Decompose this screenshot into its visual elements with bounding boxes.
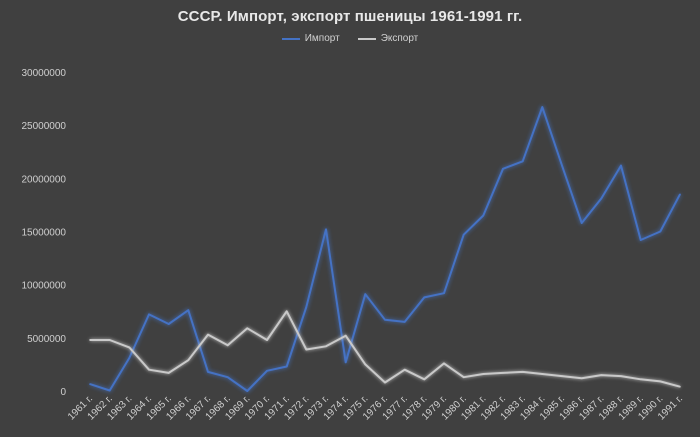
legend: Импорт Экспорт xyxy=(0,33,700,44)
data-point-import xyxy=(639,239,642,241)
series-line-export xyxy=(90,310,681,388)
data-point-import xyxy=(462,233,465,236)
series-line-import xyxy=(89,106,681,392)
data-point-export xyxy=(580,377,583,380)
y-tick-label: 25000000 xyxy=(22,121,67,132)
y-tick-label: 30000000 xyxy=(22,68,67,79)
data-point-import xyxy=(128,357,131,359)
data-point-import xyxy=(423,296,426,299)
data-point-export xyxy=(541,373,544,375)
data-point-import xyxy=(89,383,91,385)
data-point-export xyxy=(462,376,465,378)
data-point-export xyxy=(384,381,386,384)
data-point-export xyxy=(561,375,563,377)
data-point-export xyxy=(521,371,524,373)
data-point-import xyxy=(403,321,406,323)
data-point-import xyxy=(620,164,622,167)
data-point-import xyxy=(305,306,308,308)
y-tick-label: 5000000 xyxy=(27,334,66,345)
data-point-import xyxy=(187,309,190,311)
data-point-import xyxy=(561,164,563,167)
data-point-export xyxy=(659,380,662,383)
data-point-export xyxy=(325,345,327,348)
data-point-export xyxy=(148,368,150,371)
legend-swatch-export xyxy=(357,37,376,40)
data-point-import xyxy=(344,361,347,364)
data-point-import xyxy=(502,167,504,170)
data-point-import xyxy=(443,292,445,294)
data-point-export xyxy=(128,346,131,349)
data-point-export xyxy=(620,375,622,377)
data-point-export xyxy=(285,310,288,313)
data-point-import xyxy=(266,369,268,372)
data-point-export xyxy=(108,339,111,341)
data-point-export xyxy=(482,373,485,375)
data-point-import xyxy=(659,230,662,233)
data-point-export xyxy=(226,344,229,347)
data-point-export xyxy=(207,333,209,336)
data-point-export xyxy=(167,372,170,374)
chart-title: СССР. Импорт, экспорт пшеницы 1961-1991 … xyxy=(177,8,523,25)
data-point-import xyxy=(541,106,544,108)
data-point-import xyxy=(108,389,111,392)
y-tick-label: 10000000 xyxy=(22,281,67,292)
y-tick-label: 0 xyxy=(60,387,66,398)
data-point-export xyxy=(246,327,249,330)
y-tick-label: 20000000 xyxy=(22,174,67,185)
data-point-export xyxy=(403,368,406,371)
data-point-import xyxy=(325,228,327,231)
data-point-import xyxy=(521,160,524,163)
data-point-import xyxy=(364,293,367,296)
legend-swatch-import xyxy=(281,37,300,40)
data-point-export xyxy=(364,363,367,366)
data-point-import xyxy=(167,323,170,325)
legend-item-export: Экспорт xyxy=(357,33,419,44)
legend-item-import: Импорт xyxy=(281,33,340,44)
data-point-export xyxy=(423,378,426,381)
data-point-import xyxy=(246,390,249,392)
data-point-export xyxy=(639,378,642,381)
data-point-export xyxy=(443,362,445,365)
data-point-export xyxy=(502,372,504,374)
data-point-export xyxy=(89,339,91,341)
legend-label-import: Импорт xyxy=(304,33,340,44)
data-point-export xyxy=(600,374,603,376)
data-point-export xyxy=(679,385,681,388)
data-point-import xyxy=(482,214,485,217)
data-point-import xyxy=(384,318,386,321)
data-point-import xyxy=(207,371,209,373)
data-point-import xyxy=(600,197,603,200)
data-point-export xyxy=(305,348,308,351)
data-point-export xyxy=(344,334,347,337)
data-point-import xyxy=(148,313,150,316)
data-point-import xyxy=(679,193,681,196)
data-point-export xyxy=(266,339,268,341)
data-point-import xyxy=(580,222,583,224)
y-tick-label: 15000000 xyxy=(22,228,67,239)
data-point-import xyxy=(285,365,288,368)
legend-label-export: Экспорт xyxy=(380,33,419,44)
data-point-export xyxy=(187,359,190,361)
data-point-import xyxy=(226,376,229,378)
